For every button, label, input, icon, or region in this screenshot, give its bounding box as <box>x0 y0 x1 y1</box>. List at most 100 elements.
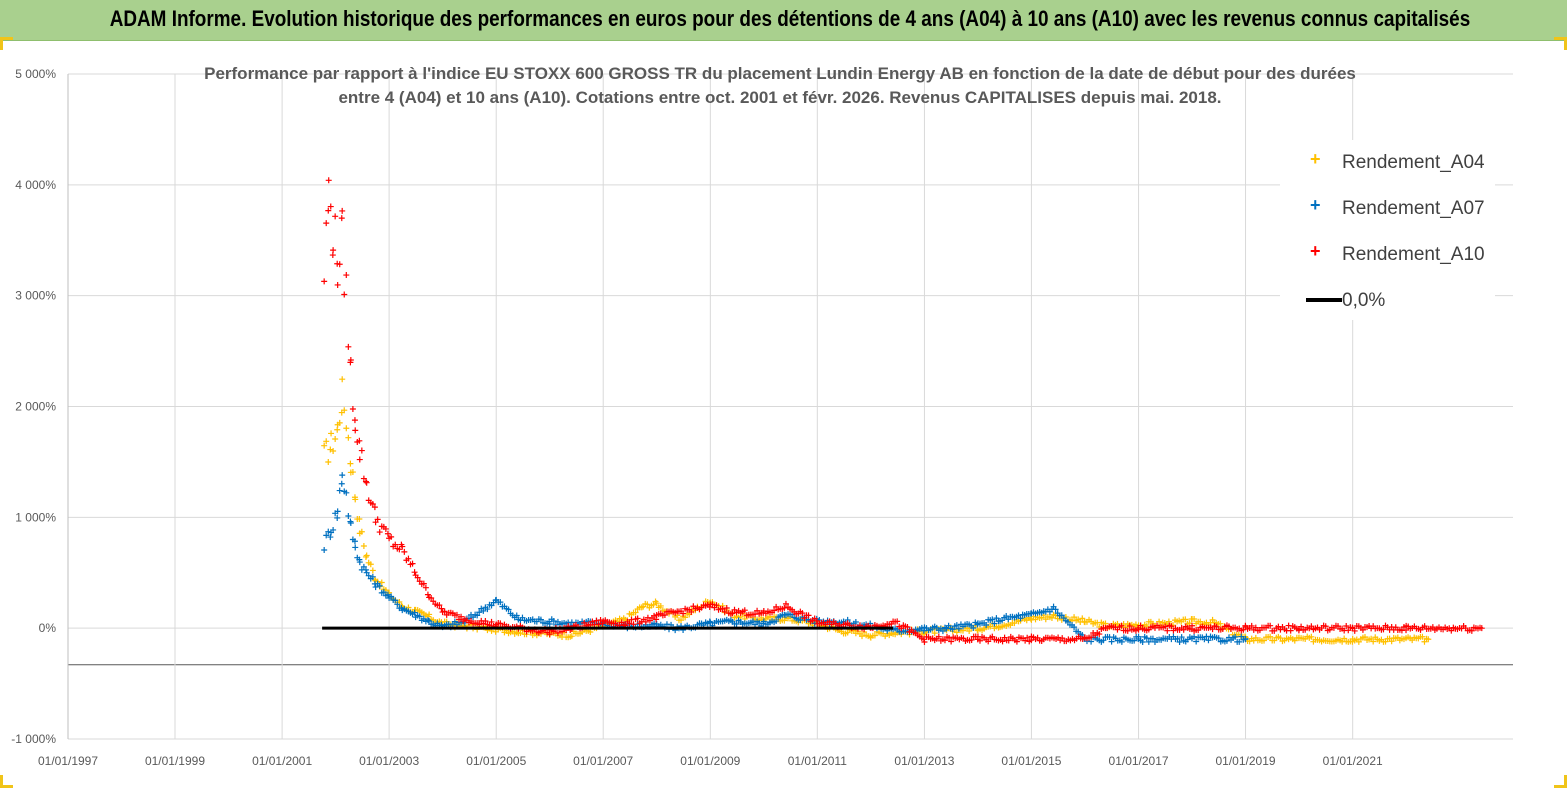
data-point <box>1131 637 1138 644</box>
data-point <box>341 407 348 414</box>
data-point <box>1287 627 1294 634</box>
data-point <box>985 638 992 645</box>
data-point <box>352 427 359 434</box>
data-point <box>323 438 330 445</box>
data-point <box>376 529 383 536</box>
data-point <box>363 552 370 559</box>
legend-marker-a10: + <box>1310 241 1321 261</box>
data-point <box>680 610 687 617</box>
data-point <box>497 599 504 606</box>
data-point <box>941 637 948 644</box>
data-point <box>1236 638 1243 645</box>
data-point <box>343 489 350 496</box>
data-point <box>931 630 938 637</box>
data-point <box>1267 622 1274 629</box>
data-point <box>999 638 1006 645</box>
data-point <box>733 621 740 628</box>
data-point <box>351 538 358 545</box>
data-point <box>946 634 953 641</box>
data-point <box>1164 627 1171 634</box>
data-point <box>546 631 553 638</box>
data-point <box>1156 618 1163 625</box>
x-tick-label: 01/01/2009 <box>680 754 740 768</box>
x-tick-label: 01/01/2007 <box>573 754 633 768</box>
data-point <box>632 609 639 616</box>
data-point <box>644 601 651 608</box>
chart-title-line-1: Performance par rapport à l'indice EU ST… <box>204 64 1356 83</box>
data-point <box>1191 615 1198 622</box>
data-point <box>939 628 946 635</box>
data-point <box>661 612 668 619</box>
data-point <box>1168 623 1175 630</box>
data-point <box>332 435 339 442</box>
data-point <box>1351 627 1358 634</box>
data-point <box>894 618 901 625</box>
data-point <box>323 220 330 227</box>
data-point <box>332 213 339 220</box>
data-point <box>773 618 780 625</box>
data-point <box>1124 627 1131 634</box>
data-point <box>321 278 328 285</box>
x-tick-label: 01/01/2011 <box>788 754 847 768</box>
data-point <box>1108 638 1115 645</box>
legend-label-zero: 0,0% <box>1342 290 1386 311</box>
data-point <box>474 612 481 619</box>
data-point <box>1425 636 1432 643</box>
data-point <box>327 446 334 453</box>
y-tick-label: 5 000% <box>15 67 56 81</box>
data-point <box>484 606 491 613</box>
legend-label-a07: Rendement_A07 <box>1342 198 1485 219</box>
data-point <box>405 555 412 562</box>
data-point <box>356 456 363 463</box>
data-point <box>411 609 418 616</box>
data-point <box>1005 637 1012 644</box>
chart-title: Performance par rapport à l'indice EU ST… <box>150 62 1410 110</box>
data-point <box>663 621 670 628</box>
data-point <box>1215 635 1222 642</box>
data-point <box>360 542 367 549</box>
data-point <box>953 629 960 636</box>
data-point <box>968 636 975 643</box>
data-point <box>453 611 460 618</box>
x-tick-label: 01/01/2015 <box>1001 754 1061 768</box>
data-point <box>650 601 657 608</box>
data-point <box>1238 633 1245 640</box>
data-point <box>1308 623 1315 630</box>
data-point <box>991 620 998 627</box>
data-point <box>356 559 363 566</box>
data-point <box>1013 638 1020 645</box>
data-point <box>426 611 433 618</box>
data-point <box>336 487 343 494</box>
data-point <box>352 544 359 551</box>
data-point <box>384 530 391 537</box>
data-point <box>781 617 788 624</box>
data-point <box>428 595 435 602</box>
data-point <box>1322 623 1329 630</box>
corner-decoration <box>0 37 13 50</box>
data-point <box>441 608 448 615</box>
data-point <box>1126 623 1133 630</box>
data-point <box>1277 635 1284 642</box>
data-point <box>424 591 431 598</box>
data-point <box>480 607 487 614</box>
data-point <box>343 272 350 279</box>
data-point <box>426 618 433 625</box>
data-point <box>935 633 942 640</box>
data-point <box>382 525 389 532</box>
data-point <box>513 612 520 619</box>
data-point <box>1118 622 1125 629</box>
data-point <box>1189 622 1196 629</box>
data-point <box>1079 615 1086 622</box>
data-point <box>630 621 637 628</box>
data-point <box>362 553 369 560</box>
data-point <box>657 602 664 609</box>
data-point <box>476 609 483 616</box>
data-point <box>537 616 544 623</box>
x-tick-label: 01/01/2003 <box>359 754 419 768</box>
data-point <box>1100 637 1107 644</box>
data-point <box>1071 624 1078 631</box>
data-point <box>1343 623 1350 630</box>
data-point <box>953 622 960 629</box>
data-point <box>966 628 973 635</box>
data-point <box>336 419 343 426</box>
